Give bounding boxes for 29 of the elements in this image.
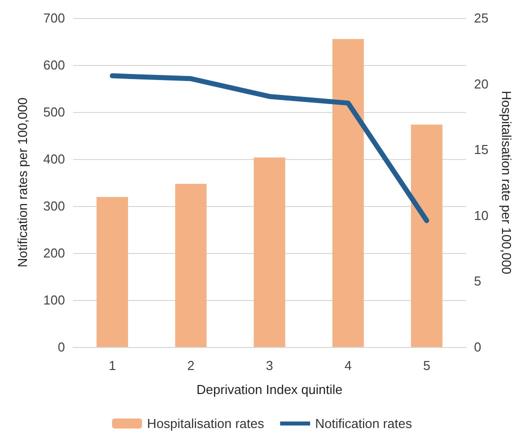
y-tick-label: 200 (43, 246, 65, 260)
y-axis-title: Notification rates per 100,000 (15, 98, 30, 268)
bar (96, 196, 128, 347)
x-axis-title: Deprivation Index quintile (196, 382, 342, 397)
bar (175, 184, 207, 347)
y2-tick-label: 15 (474, 142, 488, 158)
bar (332, 39, 364, 347)
y2-axis-title: Hospitalisation rate per 100,000 (499, 90, 514, 274)
y-tick-label: 0 (58, 340, 65, 354)
y-tick-label: 100 (43, 292, 65, 308)
y-tick-label: 500 (43, 104, 65, 120)
legend-label: Hospitalisation rates (147, 416, 265, 431)
y-tick-label: 700 (43, 10, 65, 26)
y2-tick-label: 25 (474, 10, 488, 26)
x-tick-label: 2 (187, 358, 195, 373)
bar (254, 157, 286, 347)
y-tick-label: 300 (43, 198, 65, 214)
y-tick-label: 400 (43, 152, 65, 166)
y2-tick-label: 5 (474, 274, 482, 289)
y2-tick-label: 10 (474, 208, 488, 223)
legend-label: Notification rates (315, 416, 412, 431)
x-tick-label: 3 (266, 358, 274, 373)
x-tick-label: 5 (423, 358, 430, 373)
bar (410, 124, 442, 347)
y2-tick-label: 20 (474, 76, 488, 92)
y2-tick-label: 0 (474, 340, 482, 354)
x-tick-label: 1 (108, 358, 116, 373)
y-tick-label: 600 (43, 58, 65, 72)
x-tick-label: 4 (344, 358, 352, 373)
